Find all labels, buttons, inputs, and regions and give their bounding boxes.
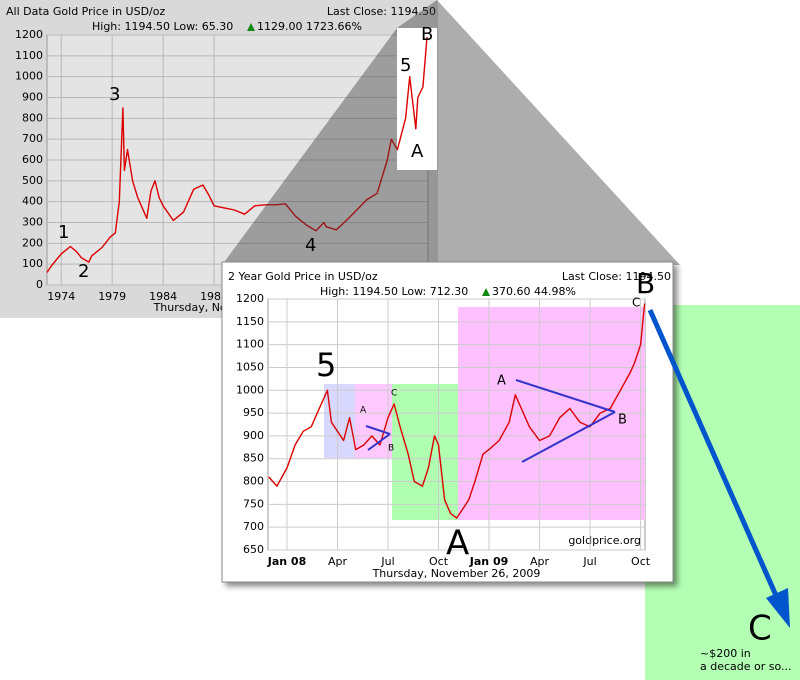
- chart-2: 2 Year Gold Price in USD/oz Last Close: 1…: [228, 270, 671, 580]
- y-tick-label: 200: [22, 236, 43, 249]
- annotation: 1: [58, 222, 69, 243]
- y-tick-label: 1150: [236, 315, 264, 328]
- change: 370.60 44.98%: [492, 285, 576, 298]
- y-tick-label: 850: [243, 452, 264, 465]
- change-arrow: [482, 288, 490, 296]
- annotation: 5: [400, 55, 411, 76]
- box: [392, 384, 458, 520]
- y-tick-label: 1200: [15, 28, 43, 41]
- chart-title: All Data Gold Price in USD/oz: [6, 5, 165, 18]
- annotation: B: [388, 444, 394, 454]
- y-tick-label: 1000: [236, 383, 264, 396]
- x-tick-label: Oct: [429, 555, 449, 568]
- annotation: C: [748, 609, 772, 649]
- annotation: B: [618, 413, 627, 428]
- high-low: High: 1194.50 Low: 712.30: [320, 285, 468, 298]
- annotation: a decade or so...: [700, 660, 792, 673]
- pattern-lines: [365, 379, 616, 463]
- x-tick-label: Oct: [631, 555, 651, 568]
- x-tick-label: Jan 09: [469, 555, 508, 568]
- y-tick-label: 1050: [236, 360, 264, 373]
- trend-line: [365, 425, 391, 435]
- y-tick-label: 900: [22, 91, 43, 104]
- y-tick-label: 0: [36, 278, 43, 291]
- y-tick-label: 500: [22, 174, 43, 187]
- zoom-box: [397, 28, 437, 170]
- y-tick-label: 650: [243, 543, 264, 556]
- y-tick-label: 800: [22, 111, 43, 124]
- annotation: A: [411, 141, 424, 162]
- y-tick-label: 700: [243, 520, 264, 533]
- y-tick-label: 300: [22, 216, 43, 229]
- x-tick-label: Jul: [582, 555, 596, 568]
- y-tick-label: 100: [22, 257, 43, 270]
- y-tick-label: 400: [22, 195, 43, 208]
- arrow-shaft: [647, 308, 781, 602]
- annotation: C: [391, 389, 397, 399]
- price-line: [46, 37, 428, 273]
- chart-title: 2 Year Gold Price in USD/oz: [228, 270, 378, 283]
- annotation: C: [632, 296, 640, 310]
- y-tick-label: 600: [22, 153, 43, 166]
- x-tick-label: 1974: [47, 290, 75, 303]
- annotation: 3: [109, 84, 120, 105]
- x-tick-label: 1984: [149, 290, 177, 303]
- y-tick-label: 800: [243, 475, 264, 488]
- trend-line: [367, 433, 391, 451]
- arrow: [647, 308, 790, 628]
- price-line: [268, 303, 646, 519]
- footer: Thursday, November 26, 2009: [372, 567, 541, 580]
- zoom-cone: [222, 0, 680, 265]
- x-tick-label: Jan 08: [267, 555, 306, 568]
- annotation: A: [497, 374, 506, 389]
- watermark: goldprice.org: [568, 534, 641, 547]
- annotation: 4: [305, 235, 316, 256]
- y-tick-label: 750: [243, 497, 264, 510]
- annotation: A: [360, 406, 367, 416]
- annotation: 5: [316, 346, 336, 384]
- y-tick-label: 1100: [15, 49, 43, 62]
- x-tick-label: Apr: [530, 555, 550, 568]
- y-tick-label: 1100: [236, 338, 264, 351]
- x-tick-label: Jul: [380, 555, 394, 568]
- x-tick-label: Apr: [328, 555, 348, 568]
- change: 1129.00 1723.66%: [257, 20, 362, 33]
- y-tick-label: 950: [243, 406, 264, 419]
- y-tick-label: 700: [22, 132, 43, 145]
- arrow-head: [766, 588, 790, 628]
- trend-line: [521, 411, 616, 463]
- last-close: Last Close: 1194.50: [562, 270, 671, 283]
- annotation: A: [446, 524, 469, 564]
- change-arrow: [247, 23, 255, 31]
- annotation: B: [636, 267, 655, 300]
- x-tick-label: 1989: [200, 290, 228, 303]
- high-low: High: 1194.50 Low: 65.30: [92, 20, 233, 33]
- annotation: 2: [78, 261, 89, 282]
- y-tick-label: 1200: [236, 292, 264, 305]
- last-close: Last Close: 1194.50: [327, 5, 436, 18]
- trend-line: [515, 379, 616, 413]
- chart-1: All Data Gold Price in USD/oz Last Close:…: [6, 0, 680, 314]
- y-tick-label: 1000: [15, 70, 43, 83]
- x-tick-label: 1979: [98, 290, 126, 303]
- annotation: ~$200 in: [700, 647, 751, 660]
- y-tick-label: 900: [243, 429, 264, 442]
- annotation: B: [421, 24, 433, 45]
